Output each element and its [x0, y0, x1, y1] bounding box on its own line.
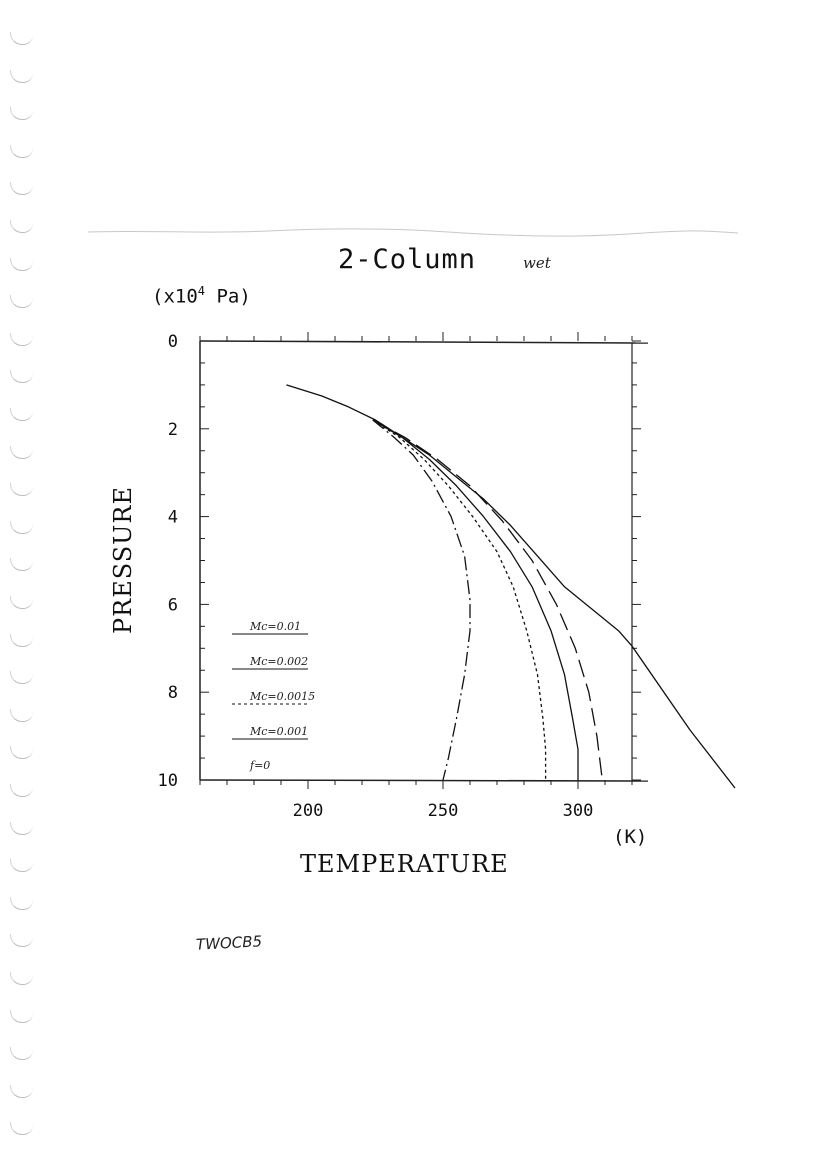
plot-frame-top: [199, 340, 649, 344]
y-axis-unit: (x104 Pa): [152, 284, 251, 307]
chart-title: 2-Column: [338, 244, 477, 275]
binder-hole: [10, 1009, 33, 1023]
binder-hole: [10, 144, 33, 158]
binder-holes: [0, 0, 40, 1164]
y-unit-prefix: (x10: [152, 285, 198, 308]
binder-hole: [10, 32, 33, 45]
binder-hole: [10, 821, 33, 835]
y-tick-label: 8: [168, 683, 178, 703]
series-line-1: [286, 384, 736, 789]
plot-frame-bottom: [199, 779, 649, 782]
binder-hole: [10, 445, 33, 459]
binder-hole: [10, 520, 33, 534]
legend-label-4: Mc=0.001: [249, 725, 308, 738]
binder-hole: [10, 896, 33, 910]
binder-hole: [10, 1047, 33, 1061]
binder-hole: [10, 708, 33, 722]
y-tick-label: 0: [168, 332, 178, 352]
binder-hole: [10, 483, 33, 497]
figure-id: TWOCB5: [195, 932, 263, 954]
legend-label-1: Mc=0.01: [249, 620, 301, 633]
binder-hole: [10, 69, 33, 83]
x-axis-label: TEMPERATURE: [300, 850, 509, 878]
y-tick-label: 10: [158, 771, 178, 791]
y-tick-label: 4: [168, 508, 178, 528]
series-line-5: [372, 419, 603, 781]
binder-hole: [10, 596, 33, 609]
binder-hole: [10, 633, 33, 647]
x-axis-unit: (K): [613, 826, 648, 848]
series-line-4: [372, 419, 471, 781]
title-handwritten-note: wet: [523, 254, 551, 272]
series-line-2: [372, 419, 579, 780]
binder-hole: [10, 295, 33, 309]
binder-hole: [10, 784, 33, 797]
binder-hole: [10, 408, 33, 421]
legend-label-5: f=0: [249, 759, 270, 772]
binder-hole: [10, 972, 33, 985]
x-tick-label: 200: [293, 801, 324, 821]
legend-label-3: Mc=0.0015: [249, 690, 315, 703]
binder-hole: [10, 859, 33, 873]
binder-hole: [10, 107, 33, 121]
y-tick-label: 2: [168, 420, 178, 440]
binder-hole: [10, 671, 33, 685]
x-tick-label: 250: [428, 801, 459, 821]
y-unit-exponent: 4: [197, 284, 205, 298]
binder-hole: [10, 257, 33, 271]
binder-hole: [10, 332, 33, 346]
binder-hole: [10, 1084, 33, 1098]
y-tick-label: 6: [168, 595, 178, 615]
legend-label-2: Mc=0.002: [249, 655, 308, 668]
tear-line: [88, 228, 738, 237]
series-line-3: [372, 419, 547, 780]
x-tick-label: 300: [563, 801, 594, 821]
binder-hole: [10, 220, 33, 233]
y-unit-suffix: Pa): [205, 285, 251, 308]
